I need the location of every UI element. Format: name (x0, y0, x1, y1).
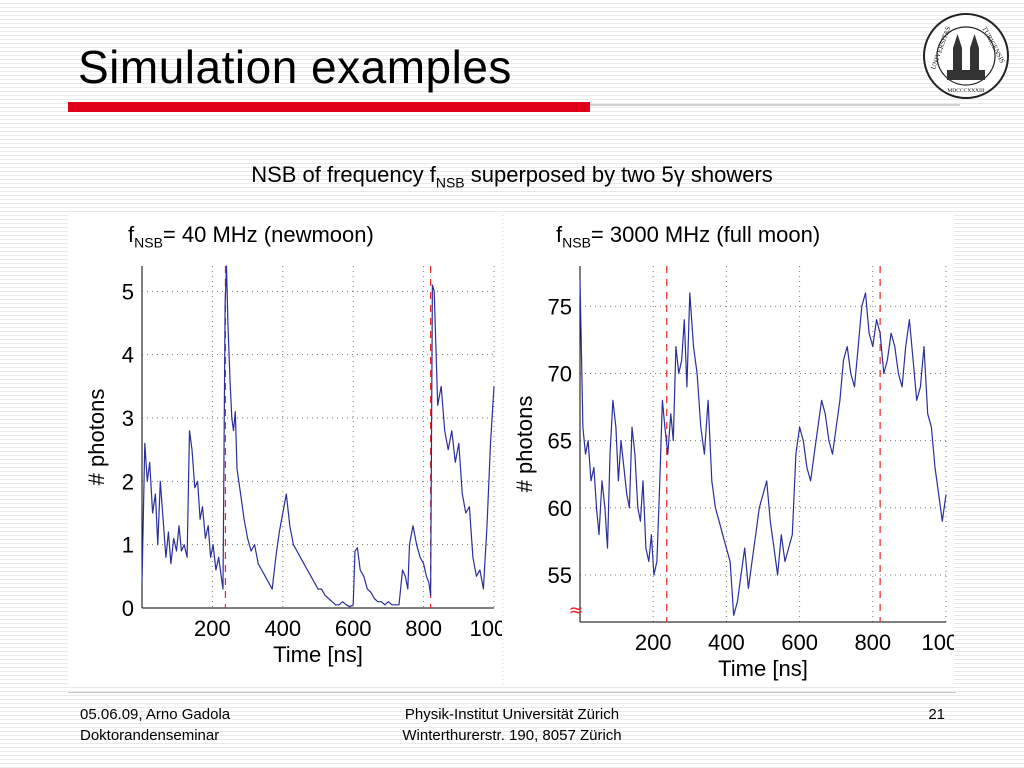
footer-center: Physik-Institut Universität Zürich Winte… (0, 704, 1024, 746)
footer-address: Winterthurerstr. 190, 8057 Zürich (402, 727, 622, 744)
x-tick-label: 400 (264, 616, 301, 641)
y-tick-label: 0 (122, 596, 134, 621)
x-tick-label: 800 (405, 616, 442, 641)
subtitle-suffix: superposed by two 5γ showers (464, 162, 773, 187)
left-title-subscript: NSB (134, 234, 163, 251)
footer-rule (68, 692, 956, 693)
right-title-subscript: NSB (562, 234, 591, 251)
subtitle-prefix: NSB of frequency f (251, 162, 436, 187)
y-tick-label: 1 (122, 533, 134, 558)
slide-subtitle: NSB of frequency fNSB superposed by two … (0, 162, 1024, 190)
y-tick-label: 2 (122, 469, 134, 494)
right-chart-title: fNSB= 3000 MHz (full moon) (556, 222, 820, 250)
university-seal-logo: UNIVERSITAS TURICENSIS MDCCCXXXIII (923, 13, 1009, 99)
footer-institute: Physik-Institut Universität Zürich (404, 706, 620, 723)
right-title-prefix: f (556, 222, 563, 247)
x-tick-label: 400 (708, 630, 745, 655)
data-series-line (579, 279, 947, 616)
slide-title: Simulation examples (78, 41, 512, 93)
x-tick-label: 800 (854, 630, 891, 655)
left-title-prefix: f (128, 222, 135, 247)
y-tick-label: 55 (548, 563, 572, 588)
seal-text-bottom: MDCCCXXXIII (947, 88, 984, 94)
subtitle-subscript: NSB (435, 174, 465, 191)
page-number: 21 (928, 706, 945, 723)
left-chart-title: fNSB= 40 MHz (newmoon) (128, 222, 374, 250)
axis-break-marker: ≈ (568, 600, 583, 621)
y-tick-label: 60 (548, 496, 572, 521)
right-title-suffix: = 3000 MHz (full moon) (590, 222, 821, 247)
title-rule (590, 104, 960, 106)
y-axis-label: # photons (84, 389, 109, 486)
y-tick-label: 5 (122, 279, 134, 304)
x-axis-label: Time [ns] (273, 642, 363, 667)
data-series-line (141, 265, 495, 608)
footer-event: Doktorandenseminar (80, 727, 220, 744)
x-tick-label: 200 (635, 630, 672, 655)
x-axis-label: Time [ns] (718, 656, 808, 681)
y-tick-label: 4 (122, 343, 134, 368)
church-towers-icon (947, 34, 985, 80)
x-tick-label: 600 (335, 616, 372, 641)
footer-left: 05.06.09, Arno Gadola Doktorandenseminar (80, 704, 230, 746)
y-tick-label: 65 (548, 429, 572, 454)
x-tick-label: 600 (781, 630, 818, 655)
y-tick-label: 75 (548, 294, 572, 319)
y-axis-label: # photons (512, 396, 537, 493)
x-tick-label: 200 (194, 616, 231, 641)
y-tick-label: 70 (548, 361, 572, 386)
y-tick-label: 3 (122, 406, 134, 431)
title-underline (68, 102, 590, 112)
footer-author: 05.06.09, Arno Gadola (80, 706, 231, 723)
left-title-suffix: = 40 MHz (newmoon) (162, 222, 374, 247)
